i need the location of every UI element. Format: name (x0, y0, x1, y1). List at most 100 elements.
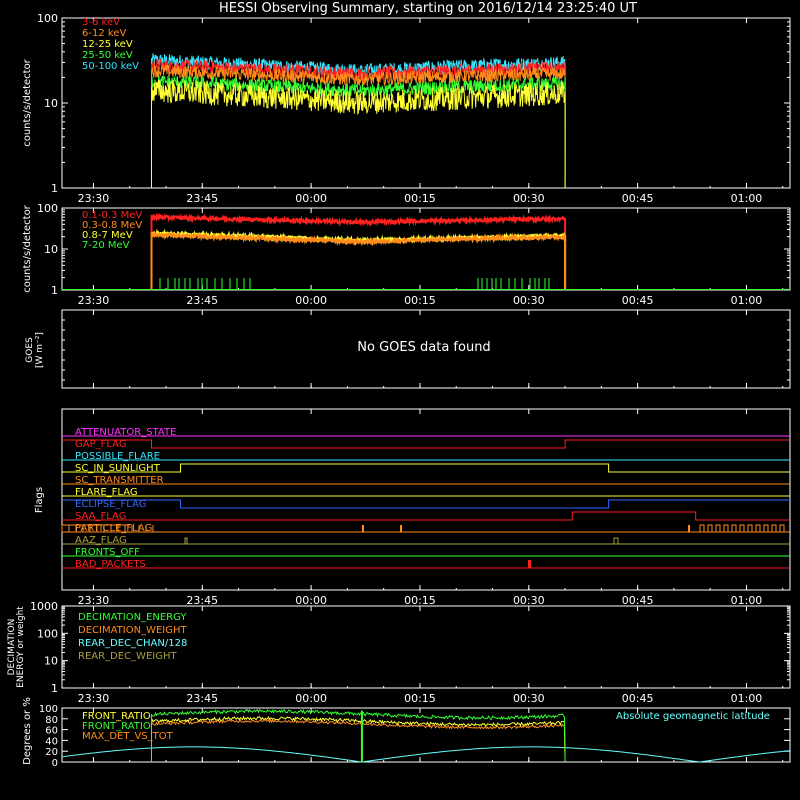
ratios-frame (61, 707, 791, 763)
flag-pulse (400, 525, 402, 532)
legend-entry: 6-12 keV (82, 28, 126, 39)
y-tick-label: 20 (45, 747, 58, 758)
flag-pulse (613, 537, 619, 544)
x-tick-label: 00:30 (513, 192, 545, 205)
y-tick-label: 1 (51, 284, 58, 297)
legend-entry: FRONT_RATIO (82, 721, 151, 732)
y-tick-label: 10 (44, 243, 58, 256)
y-tick-label: 1000 (30, 600, 58, 613)
series-line (150, 212, 567, 291)
x-tick-label: 01:00 (731, 594, 763, 607)
flag-label: SC_TRANSMITTER (75, 475, 164, 486)
y-tick-label: 80 (45, 715, 58, 726)
flag-pulse (184, 537, 188, 544)
flag-label: POSSIBLE_FLARE (75, 451, 160, 462)
y-tick-label: 100 (37, 12, 58, 25)
y-tick-label: 100 (37, 202, 58, 215)
y-tick-label: 60 (45, 726, 58, 737)
flag-label: GAP_FLAG (75, 439, 127, 450)
flag-line (62, 439, 790, 449)
x-tick-label: 01:00 (731, 192, 763, 205)
flag-label: SAA_FLAG (75, 511, 126, 522)
ratio-series-line (150, 718, 566, 763)
y-tick-label: 1 (51, 682, 58, 695)
y-axis-label: [W m⁻²] (35, 332, 45, 368)
series-line (150, 58, 566, 189)
legend-entry: 0.1-0.3 MeV (82, 210, 142, 221)
flag-pulse (739, 524, 745, 532)
y-axis-label-line2: ENERGY or weight (16, 606, 26, 688)
flag-label: FLARE_FLAG (75, 487, 138, 498)
legend-entry: REAR_DEC_WEIGHT (78, 651, 177, 662)
flag-pulse (715, 524, 721, 532)
legend-entry: 12-25 keV (82, 39, 133, 50)
plot-title: HESSI Observing Summary, starting on 201… (219, 1, 637, 16)
x-tick-label: 00:00 (295, 192, 327, 205)
flag-label: PARTICLE_FLAG (75, 523, 152, 534)
flag-label: FRONTS_OFF (75, 547, 140, 558)
legend-entry: 0.8-7 MeV (82, 230, 133, 241)
legend-entry: 7-20 MeV (82, 240, 130, 251)
x-tick-label: 00:00 (295, 692, 327, 705)
y-tick-label: 10 (44, 655, 58, 668)
x-tick-label: 00:45 (622, 692, 654, 705)
ratio-series-line (150, 715, 566, 763)
x-tick-label: 00:30 (513, 594, 545, 607)
legend-entry: 25-50 keV (82, 50, 133, 61)
series-line (150, 64, 566, 189)
y-axis-label-line1: DECIMATION (7, 619, 17, 676)
flag-pulse (755, 524, 761, 532)
legend-entry: 3-6 keV (82, 17, 120, 28)
y-tick-label: 40 (45, 736, 58, 747)
flag-label: BAD_PACKETS (75, 559, 146, 570)
flag-line (62, 499, 790, 509)
legend-entry: FRONT_RATIO (82, 711, 151, 722)
flag-pulse (707, 524, 713, 532)
x-tick-label: 00:45 (622, 192, 654, 205)
x-tick-label: 00:15 (404, 594, 436, 607)
x-tick-label: 23:45 (186, 594, 218, 607)
x-tick-label: 00:30 (513, 294, 545, 307)
ratio-series-line (150, 708, 566, 763)
flag-line (62, 463, 790, 473)
x-tick-label: 00:15 (404, 692, 436, 705)
y-axis-label: counts/s/detector (22, 204, 33, 292)
x-tick-label: 23:30 (78, 594, 110, 607)
flag-label: SC_IN_SUNLIGHT (75, 463, 161, 474)
flag-pulse (528, 560, 531, 568)
flag-pulse (763, 524, 769, 532)
flag-label: ATTENUATOR_STATE (75, 427, 176, 438)
y-axis-label: counts/s/detector (22, 58, 33, 146)
x-tick-label: 00:00 (295, 294, 327, 307)
x-tick-label: 00:00 (295, 594, 327, 607)
x-tick-label: 00:45 (622, 294, 654, 307)
legend-entry: MAX_DET_VS_TOT (82, 731, 174, 742)
flag-label: AAZ_FLAG (75, 535, 127, 546)
flag-label: ECLIPSE_FLAG (75, 499, 146, 510)
x-tick-label: 23:30 (78, 294, 110, 307)
x-tick-label: 23:30 (78, 192, 110, 205)
legend-entry: DECIMATION_WEIGHT (78, 625, 187, 636)
legend-entry: DECIMATION_ENERGY (78, 612, 187, 623)
x-tick-label: 23:45 (186, 692, 218, 705)
geomagnetic-latitude-label: Absolute geomagnetic latitude (616, 711, 770, 722)
legend-entry: 50-100 keV (82, 61, 139, 72)
geomagnetic-latitude-line (61, 746, 791, 763)
series-line (150, 79, 566, 189)
x-tick-label: 23:30 (78, 692, 110, 705)
decimation-frame (61, 605, 791, 689)
flag-pulse (771, 524, 777, 532)
flag-pulse (699, 524, 705, 532)
x-tick-label: 23:45 (186, 294, 218, 307)
flag-pulse (779, 524, 785, 532)
flag-pulse (362, 525, 364, 532)
x-tick-label: 01:00 (731, 692, 763, 705)
flag-line (62, 511, 790, 521)
y-axis-label: Flags (34, 487, 45, 513)
y-tick-label: 0 (52, 758, 58, 769)
y-axis-label: Degrees or % (22, 697, 33, 765)
y-tick-label: 100 (39, 704, 58, 715)
